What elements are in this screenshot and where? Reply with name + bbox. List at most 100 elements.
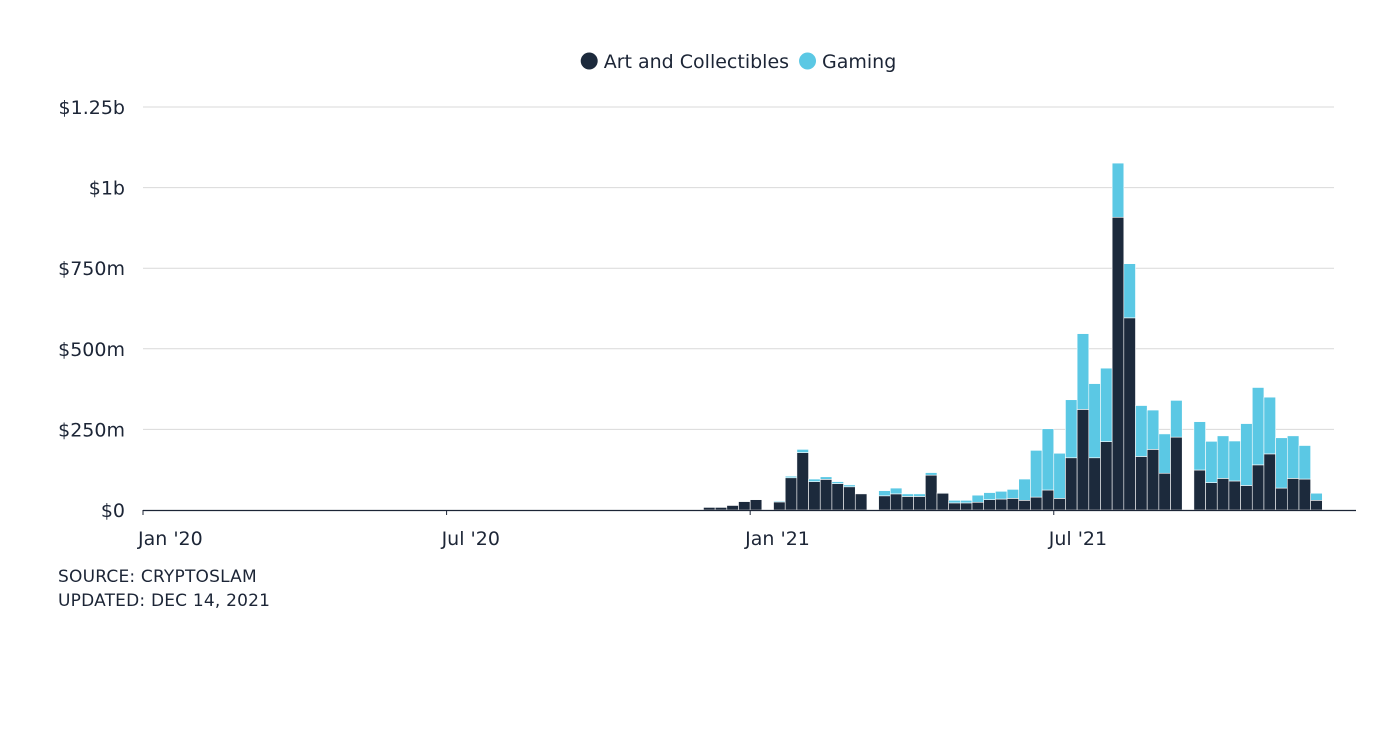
- bar-art-2021-08-01: [1100, 441, 1113, 511]
- bar-gaming-2021-01-17: [773, 500, 786, 503]
- y-tick-label: $750m: [58, 258, 125, 280]
- bar-gaming-2021-11-28: [1298, 445, 1311, 480]
- bar-gaming-2021-04-04: [901, 493, 914, 497]
- bar-gaming-2021-10-10: [1216, 435, 1230, 479]
- bar-gaming-2021-05-30: [995, 491, 1008, 500]
- bar-art-2021-01-24: [784, 477, 798, 511]
- bar-marks: [703, 162, 1323, 511]
- bar-art-2021-05-30: [995, 498, 1008, 511]
- source-note: SOURCE: CRYPTOSLAM: [58, 567, 257, 587]
- updated-note: UPDATED: DEC 14, 2021: [58, 591, 271, 611]
- bar-art-2021-06-13: [1018, 500, 1031, 511]
- bar-art-2021-01-17: [773, 501, 786, 511]
- bar-art-2021-12-05: [1310, 500, 1323, 511]
- bar-art-2021-07-11: [1065, 457, 1078, 511]
- bar-gaming-2021-06-06: [1006, 489, 1020, 499]
- bar-gaming-2021-04-18: [925, 472, 938, 476]
- legend-swatch-art: [580, 52, 598, 70]
- bar-art-2021-05-02: [948, 502, 961, 511]
- bar-art-2021-07-18: [1076, 409, 1090, 511]
- legend-label-gaming: Gaming: [822, 51, 896, 73]
- bar-gaming-2021-08-08: [1111, 162, 1125, 218]
- bar-art-2021-05-23: [983, 499, 996, 511]
- bar-gaming-2021-12-05: [1310, 492, 1323, 501]
- bar-art-2021-06-20: [1030, 496, 1043, 511]
- bar-art-2021-01-03: [749, 499, 763, 511]
- bar-gaming-2021-09-26: [1193, 421, 1206, 471]
- bar-art-2021-05-09: [960, 502, 973, 511]
- bar-gaming-2021-04-25: [936, 492, 949, 494]
- bar-gaming-2021-05-02: [948, 500, 961, 504]
- bar-art-2021-04-18: [925, 474, 938, 511]
- bar-gaming-2021-11-14: [1275, 437, 1288, 489]
- bar-gaming-2021-02-14: [819, 476, 833, 480]
- legend-swatch-gaming: [799, 52, 817, 70]
- bar-gaming-2021-06-20: [1030, 450, 1043, 498]
- bar-gaming-2021-06-13: [1018, 478, 1031, 501]
- bar-gaming-2021-08-01: [1100, 367, 1113, 442]
- y-axis-tick-labels: $0 $250m $500m $750m $1b $1.25b: [58, 97, 125, 522]
- y-tick-label: $250m: [58, 419, 125, 441]
- bar-art-2021-09-26: [1193, 469, 1206, 511]
- bar-gaming-2021-07-04: [1053, 452, 1066, 499]
- y-gridlines: [143, 106, 1334, 430]
- bar-art-2021-08-22: [1135, 456, 1148, 511]
- bar-art-2021-03-28: [889, 493, 903, 511]
- bar-art-2021-09-12: [1170, 436, 1183, 511]
- bar-art-2020-12-06: [703, 507, 716, 511]
- bar-gaming-2021-03-28: [889, 487, 903, 495]
- x-tick-label: Jul '21: [1048, 528, 1107, 550]
- bar-art-2021-02-07: [808, 481, 821, 511]
- bar-gaming-2021-10-03: [1205, 441, 1218, 483]
- bar-art-2021-03-07: [854, 493, 868, 511]
- y-tick-label: $1b: [89, 178, 125, 200]
- bar-art-2021-08-29: [1146, 449, 1160, 511]
- bar-art-2021-06-06: [1006, 498, 1020, 511]
- bar-art-2021-11-21: [1286, 478, 1300, 511]
- bar-gaming-2021-03-21: [878, 490, 891, 497]
- bar-art-2021-01-31: [796, 452, 809, 511]
- bar-art-2021-11-28: [1298, 478, 1311, 511]
- bar-gaming-2021-02-28: [843, 484, 856, 488]
- bar-gaming-2021-07-25: [1088, 383, 1101, 459]
- bar-gaming-2021-08-15: [1123, 263, 1136, 319]
- x-axis: Jan '20 Jul '20 Jan '21 Jul '21: [137, 509, 1356, 550]
- bar-art-2021-07-04: [1053, 498, 1066, 511]
- bar-gaming-2021-11-07: [1263, 396, 1276, 455]
- bar-art-2021-10-24: [1240, 485, 1253, 511]
- bar-art-2021-07-25: [1088, 457, 1101, 511]
- y-tick-label: $1.25b: [59, 97, 125, 119]
- bar-gaming-2021-02-07: [808, 478, 821, 482]
- y-tick-label: $0: [101, 500, 125, 522]
- bar-art-2021-02-21: [831, 483, 844, 511]
- bar-art-2020-12-27: [738, 501, 751, 511]
- bar-gaming-2021-01-24: [784, 475, 798, 479]
- bar-art-2021-08-15: [1123, 317, 1136, 511]
- bar-gaming-2021-01-31: [796, 449, 809, 453]
- x-tick-label: Jul '20: [441, 528, 500, 550]
- bar-art-2021-05-16: [971, 501, 985, 511]
- bar-art-2021-10-03: [1205, 482, 1218, 511]
- bar-art-2021-10-31: [1251, 464, 1265, 511]
- bar-art-2021-02-28: [843, 486, 856, 511]
- bar-gaming-2021-11-21: [1286, 435, 1300, 479]
- bar-gaming-2021-08-22: [1135, 405, 1148, 457]
- bar-gaming-2021-10-17: [1228, 440, 1241, 482]
- x-tick-label: Jan '20: [137, 528, 203, 550]
- bar-gaming-2021-09-12: [1170, 400, 1183, 438]
- bar-art-2021-04-04: [901, 496, 914, 511]
- bar-art-2021-06-27: [1041, 489, 1055, 511]
- bar-art-2021-11-14: [1275, 487, 1288, 511]
- chart-footer: SOURCE: CRYPTOSLAM UPDATED: DEC 14, 2021: [58, 565, 270, 613]
- bar-art-2021-03-21: [878, 495, 891, 511]
- bar-gaming-2021-02-21: [831, 481, 844, 484]
- bar-gaming-2021-09-05: [1158, 433, 1171, 474]
- bar-art-2021-09-05: [1158, 472, 1171, 511]
- bar-art-2021-04-11: [913, 496, 926, 511]
- bar-art-2021-10-10: [1216, 478, 1230, 511]
- bar-art-2020-12-13: [714, 507, 728, 511]
- y-tick-label: $500m: [58, 339, 125, 361]
- bar-gaming-2021-06-27: [1041, 428, 1055, 491]
- bar-art-2021-11-07: [1263, 453, 1276, 511]
